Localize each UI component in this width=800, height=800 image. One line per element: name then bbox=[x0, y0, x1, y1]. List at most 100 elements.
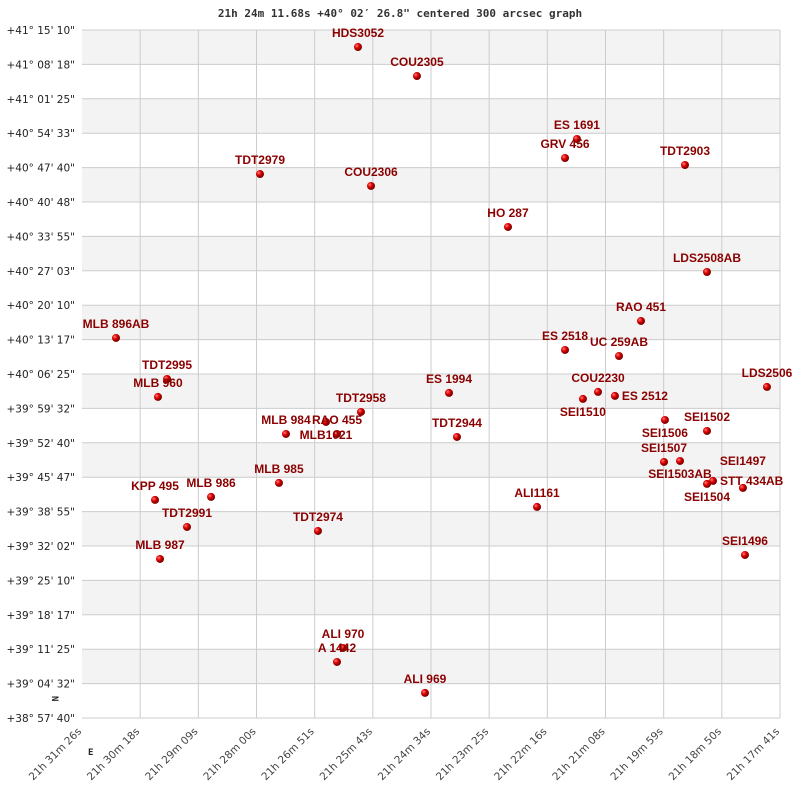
star-label: ES 1691 bbox=[554, 118, 600, 132]
star-marker bbox=[614, 351, 623, 360]
y-tick-label: +39° 11' 25" bbox=[6, 644, 75, 656]
star-label: UC 259AB bbox=[590, 335, 648, 349]
y-tick-label: +39° 59' 32" bbox=[6, 403, 75, 415]
x-tick-label: 21h 19m 59s bbox=[608, 726, 665, 783]
star-marker bbox=[151, 495, 160, 504]
star-label: TDT2903 bbox=[660, 144, 710, 158]
star-marker bbox=[680, 161, 689, 170]
star-label: LDS2508AB bbox=[673, 251, 741, 265]
y-tick-label: +39° 32' 02" bbox=[6, 541, 75, 553]
star-label: COU2230 bbox=[571, 371, 625, 385]
star-label: COU2305 bbox=[390, 55, 444, 69]
star-marker bbox=[660, 457, 669, 466]
y-tick-label: +41° 08' 18" bbox=[6, 59, 75, 71]
star-marker bbox=[153, 392, 162, 401]
x-tick-label: 21h 18m 50s bbox=[667, 726, 724, 783]
star-marker bbox=[274, 478, 283, 487]
y-tick-label: +40° 54' 33" bbox=[6, 128, 75, 140]
star-label: MLB 960 bbox=[133, 376, 183, 390]
star-label: SEI1503AB bbox=[648, 467, 712, 481]
star-marker bbox=[333, 429, 342, 438]
x-tick-label: 21h 24m 34s bbox=[376, 726, 433, 783]
star-label: SEI1504 bbox=[684, 490, 730, 504]
star-label: MLB 985 bbox=[254, 462, 304, 476]
y-tick-label: +40° 40' 48" bbox=[6, 197, 75, 209]
star-marker bbox=[610, 391, 619, 400]
star-marker bbox=[163, 375, 172, 384]
star-label: HDS3052 bbox=[332, 26, 384, 40]
star-marker bbox=[207, 492, 216, 501]
y-tick-label: +39° 04' 32" bbox=[6, 679, 75, 691]
x-tick-label: 21h 23m 25s bbox=[434, 726, 491, 783]
star-marker bbox=[702, 479, 711, 488]
star-label: A 1442 bbox=[318, 641, 357, 655]
star-label: TDT2958 bbox=[336, 391, 386, 405]
star-label: SEI1507 bbox=[641, 441, 687, 455]
x-tick-label: 21h 29m 09s bbox=[143, 726, 200, 783]
star-marker bbox=[281, 429, 290, 438]
star-label: COU2306 bbox=[344, 165, 398, 179]
y-tick-label: +39° 52' 40" bbox=[6, 438, 75, 450]
star-label: MLB1021 bbox=[300, 428, 353, 442]
x-tick-label: 21h 30m 18s bbox=[85, 726, 142, 783]
star-marker bbox=[452, 432, 461, 441]
star-label: HO 287 bbox=[487, 206, 529, 220]
star-marker bbox=[503, 222, 512, 231]
star-marker bbox=[182, 522, 191, 531]
grid-lines bbox=[82, 29, 781, 719]
y-tick-label: +40° 20' 10" bbox=[6, 300, 75, 312]
star-label: SEI1506 bbox=[642, 426, 688, 440]
star-label: TDT2995 bbox=[142, 358, 192, 372]
star-label: ES 2512 bbox=[622, 389, 668, 403]
star-marker bbox=[339, 643, 348, 652]
star-label: TDT2991 bbox=[162, 506, 212, 520]
y-tick-label: +40° 06' 25" bbox=[6, 369, 75, 381]
star-marker bbox=[533, 502, 542, 511]
star-marker bbox=[561, 154, 570, 163]
star-label: MLB 987 bbox=[135, 538, 185, 552]
star-marker bbox=[367, 181, 376, 190]
star-marker bbox=[708, 476, 717, 485]
star-label: ALI 969 bbox=[404, 672, 447, 686]
y-tick-label: +39° 18' 17" bbox=[6, 610, 75, 622]
star-marker bbox=[412, 72, 421, 81]
x-tick-label: 21h 17m 41s bbox=[725, 726, 782, 783]
star-marker bbox=[594, 387, 603, 396]
compass-east: E bbox=[88, 748, 93, 758]
star-marker bbox=[660, 415, 669, 424]
x-axis-ticks: 21h 31m 26s 21h 30m 18s 21h 29m 09s 21h 28m… bbox=[27, 726, 782, 783]
data-points bbox=[112, 43, 771, 697]
star-label: ALI1161 bbox=[514, 486, 560, 500]
star-label: GRV 456 bbox=[540, 137, 589, 151]
data-point-labels: HDS3052 COU2305 ES 1691 GRV 456 TDT2903 TDT29… bbox=[83, 26, 793, 686]
star-label: ES 1994 bbox=[426, 372, 472, 386]
star-label: MLB 984 bbox=[261, 413, 311, 427]
y-tick-label: +39° 38' 55" bbox=[6, 507, 75, 519]
y-tick-label: +39° 45' 47" bbox=[6, 472, 75, 484]
y-tick-label: +40° 33' 55" bbox=[6, 231, 75, 243]
y-axis-ticks: +41° 15' 10" +41° 08' 18" +41° 01' 25" +40°… bbox=[6, 25, 75, 725]
star-marker bbox=[322, 417, 331, 426]
star-label: SEI1502 bbox=[684, 410, 730, 424]
y-tick-label: +40° 47' 40" bbox=[6, 163, 75, 175]
compass-north: N bbox=[49, 696, 59, 701]
star-label: TDT2944 bbox=[432, 416, 482, 430]
star-marker bbox=[702, 268, 711, 277]
star-label: ALI 970 bbox=[322, 627, 365, 641]
star-label: LDS2506 bbox=[742, 366, 793, 380]
y-tick-label: +39° 25' 10" bbox=[6, 575, 75, 587]
y-tick-label: +40° 13' 17" bbox=[6, 335, 75, 347]
x-tick-label: 21h 26m 51s bbox=[259, 726, 316, 783]
star-marker bbox=[738, 483, 747, 492]
star-marker bbox=[256, 170, 265, 179]
star-label: TDT2974 bbox=[293, 510, 343, 524]
star-marker bbox=[356, 407, 365, 416]
star-label: ES 2518 bbox=[542, 329, 588, 343]
star-marker bbox=[333, 657, 342, 666]
star-marker bbox=[740, 550, 749, 559]
star-marker bbox=[156, 554, 165, 563]
star-marker bbox=[636, 316, 645, 325]
star-marker bbox=[702, 426, 711, 435]
star-label: TDT2979 bbox=[235, 153, 285, 167]
